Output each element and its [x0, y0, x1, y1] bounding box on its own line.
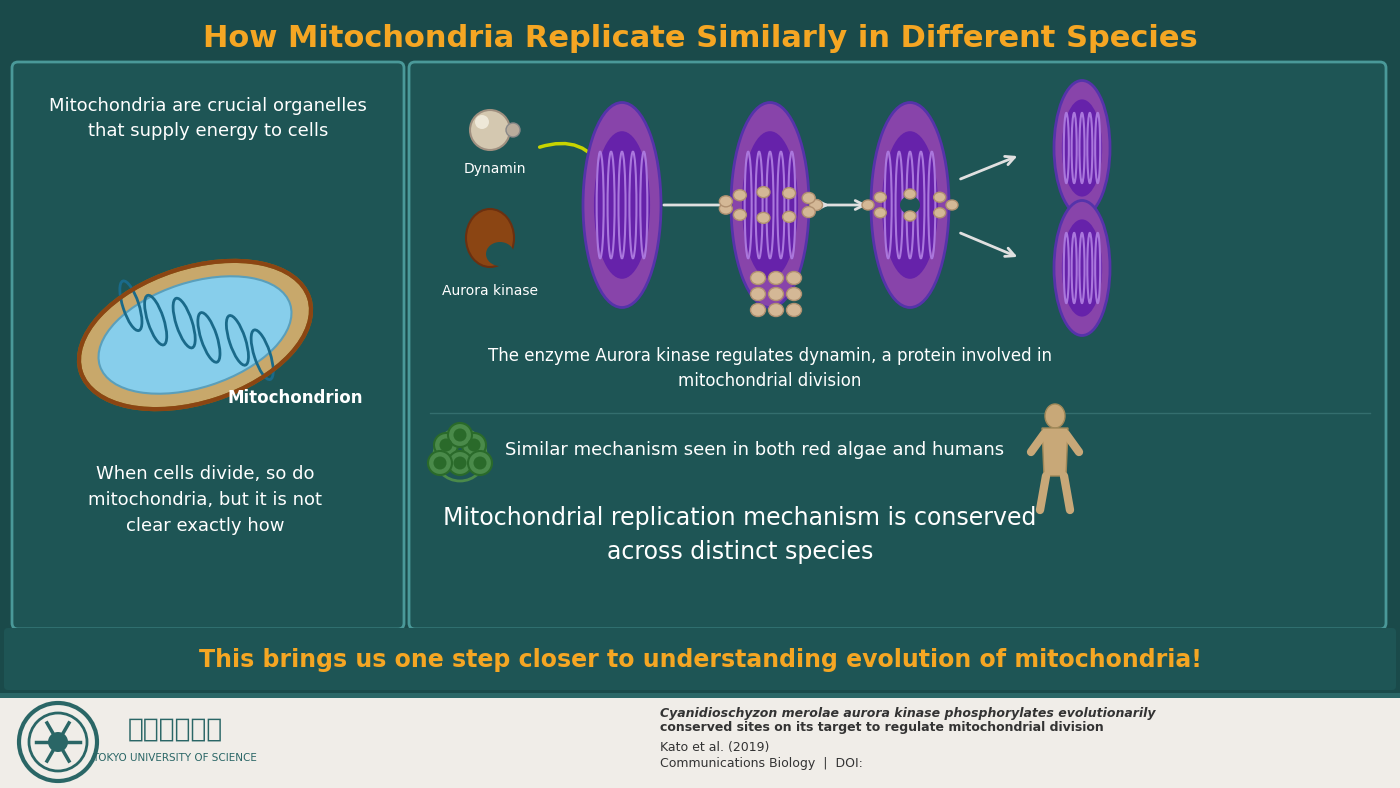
Text: Kato et al. (2019): Kato et al. (2019)	[659, 742, 770, 754]
Ellipse shape	[787, 288, 801, 300]
Ellipse shape	[720, 196, 732, 206]
Ellipse shape	[1054, 200, 1110, 336]
Text: Communications Biology  |  DOI:: Communications Biology | DOI:	[659, 756, 862, 770]
Text: TOKYO UNIVERSITY OF SCIENCE: TOKYO UNIVERSITY OF SCIENCE	[92, 753, 258, 763]
Ellipse shape	[428, 451, 452, 475]
Ellipse shape	[473, 456, 487, 470]
Ellipse shape	[734, 210, 746, 221]
Ellipse shape	[731, 102, 809, 307]
Text: Aurora kinase: Aurora kinase	[442, 284, 538, 298]
Text: Similar mechanism seen in both red algae and humans: Similar mechanism seen in both red algae…	[505, 441, 1005, 459]
Text: Cyanidioschyzon merolae aurora kinase phosphorylates evolutionarily: Cyanidioschyzon merolae aurora kinase ph…	[659, 707, 1155, 719]
Ellipse shape	[505, 123, 519, 137]
Polygon shape	[1042, 428, 1068, 476]
Ellipse shape	[769, 272, 784, 284]
Ellipse shape	[802, 206, 815, 217]
Ellipse shape	[454, 456, 466, 470]
Ellipse shape	[904, 211, 916, 221]
Ellipse shape	[769, 303, 784, 317]
Ellipse shape	[783, 188, 795, 199]
Ellipse shape	[757, 213, 770, 223]
Bar	[0, 693, 1400, 788]
Ellipse shape	[787, 272, 801, 284]
Ellipse shape	[934, 208, 945, 217]
Ellipse shape	[1061, 219, 1102, 317]
Ellipse shape	[475, 115, 489, 129]
Ellipse shape	[468, 438, 480, 452]
Ellipse shape	[454, 429, 466, 441]
Ellipse shape	[462, 433, 486, 457]
Ellipse shape	[466, 209, 514, 267]
Ellipse shape	[757, 187, 770, 198]
Ellipse shape	[882, 131, 938, 279]
FancyBboxPatch shape	[13, 62, 405, 629]
Ellipse shape	[871, 102, 949, 307]
Ellipse shape	[946, 200, 958, 210]
Ellipse shape	[734, 190, 746, 201]
Ellipse shape	[742, 131, 798, 279]
Text: 東京理科大学: 東京理科大学	[127, 717, 223, 743]
Ellipse shape	[750, 272, 766, 284]
Text: Mitochondrion: Mitochondrion	[227, 389, 363, 407]
Text: Mitochondria are crucial organelles
that supply energy to cells: Mitochondria are crucial organelles that…	[49, 96, 367, 139]
Ellipse shape	[434, 456, 447, 470]
Ellipse shape	[594, 131, 650, 279]
Text: Mitochondrial replication mechanism is conserved
across distinct species: Mitochondrial replication mechanism is c…	[444, 506, 1036, 563]
FancyBboxPatch shape	[409, 62, 1386, 629]
Ellipse shape	[783, 211, 795, 222]
Ellipse shape	[809, 199, 823, 210]
Ellipse shape	[904, 189, 916, 199]
Ellipse shape	[769, 288, 784, 300]
Ellipse shape	[470, 110, 510, 150]
Ellipse shape	[934, 192, 945, 203]
Ellipse shape	[48, 732, 69, 752]
Ellipse shape	[1044, 404, 1065, 428]
Ellipse shape	[802, 192, 815, 203]
Ellipse shape	[720, 203, 732, 214]
Ellipse shape	[468, 451, 491, 475]
Ellipse shape	[434, 433, 458, 457]
Ellipse shape	[440, 438, 452, 452]
Bar	[0, 693, 1400, 698]
Ellipse shape	[582, 102, 661, 307]
Text: How Mitochondria Replicate Similarly in Different Species: How Mitochondria Replicate Similarly in …	[203, 24, 1197, 53]
Ellipse shape	[875, 208, 886, 217]
FancyBboxPatch shape	[4, 628, 1396, 690]
Ellipse shape	[448, 423, 472, 447]
Text: This brings us one step closer to understanding evolution of mitochondria!: This brings us one step closer to unders…	[199, 648, 1201, 672]
Ellipse shape	[78, 261, 311, 409]
Ellipse shape	[98, 277, 291, 394]
Ellipse shape	[1061, 99, 1102, 196]
Text: When cells divide, so do
mitochondria, but it is not
clear exactly how: When cells divide, so do mitochondria, b…	[88, 465, 322, 535]
Ellipse shape	[875, 192, 886, 203]
Text: conserved sites on its target to regulate mitochondrial division: conserved sites on its target to regulat…	[659, 722, 1103, 734]
Ellipse shape	[750, 303, 766, 317]
Text: Dynamin: Dynamin	[463, 162, 526, 176]
Ellipse shape	[787, 303, 801, 317]
Text: The enzyme Aurora kinase regulates dynamin, a protein involved in
mitochondrial : The enzyme Aurora kinase regulates dynam…	[489, 347, 1051, 389]
Ellipse shape	[1054, 80, 1110, 215]
Ellipse shape	[448, 451, 472, 475]
Ellipse shape	[862, 200, 874, 210]
Ellipse shape	[900, 196, 920, 214]
Ellipse shape	[750, 288, 766, 300]
Ellipse shape	[486, 242, 514, 266]
